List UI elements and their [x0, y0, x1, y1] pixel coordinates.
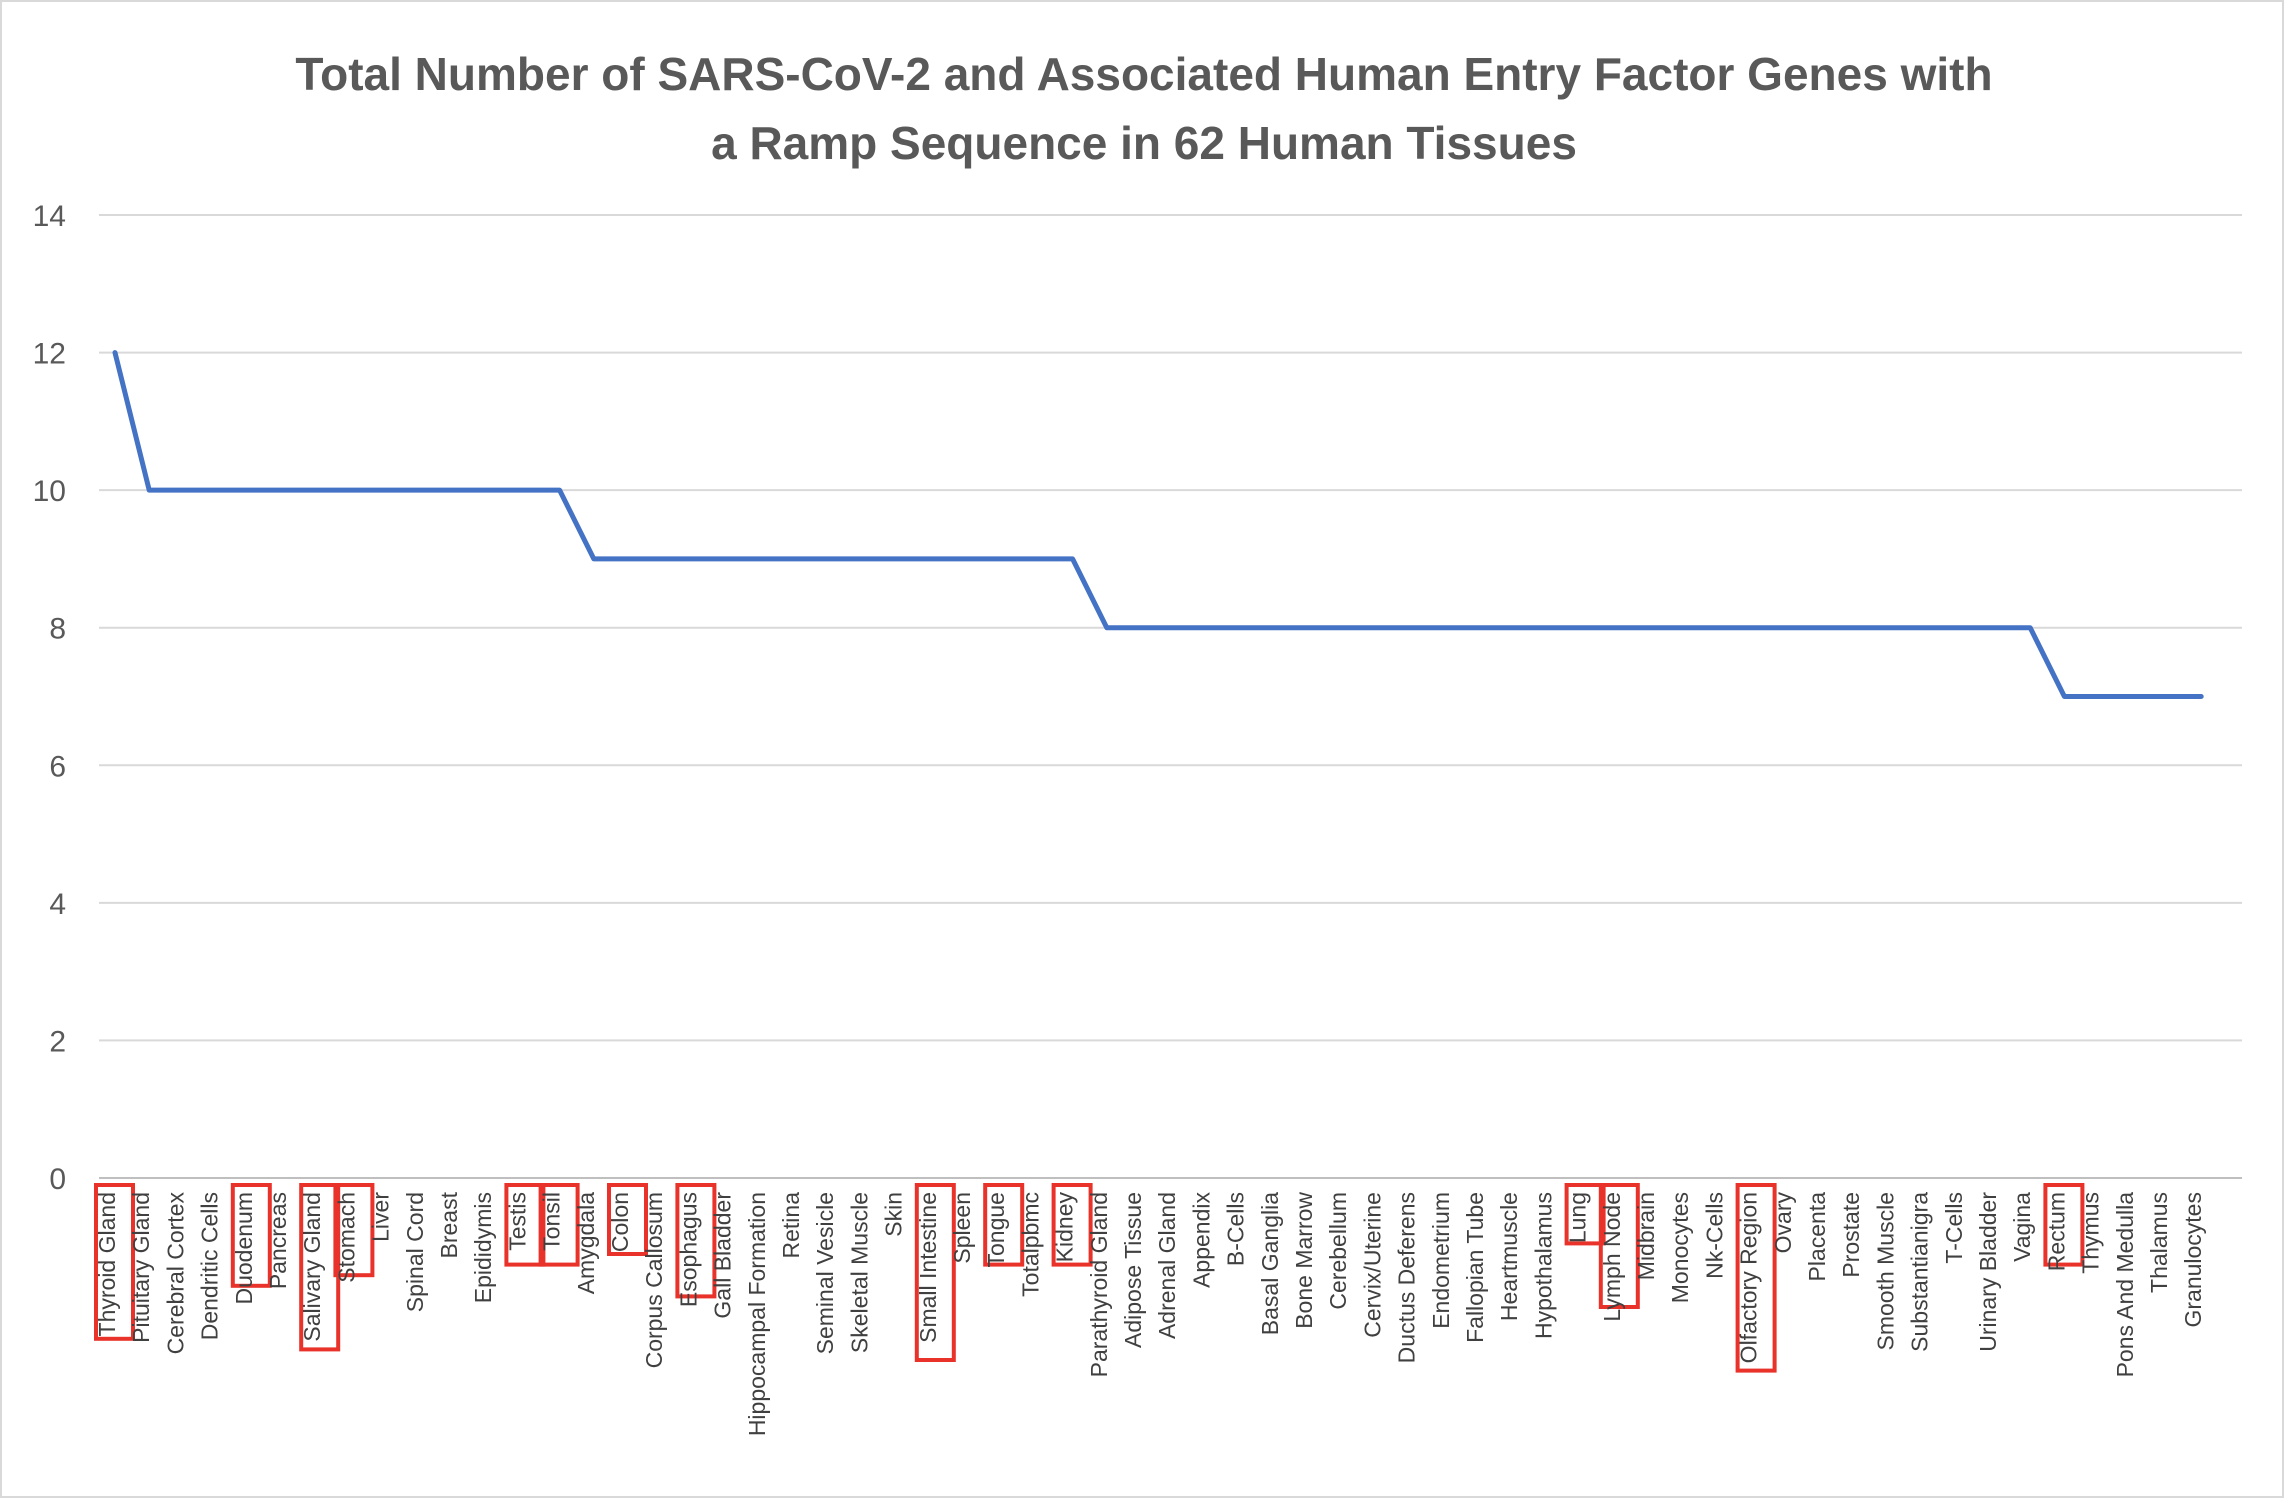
x-tick-label: Substantianigra	[1907, 1192, 1933, 1352]
y-tick-label: 12	[33, 338, 66, 371]
x-tick-label: Adrenal Gland	[1154, 1192, 1180, 1339]
highlight-box	[538, 1183, 580, 1267]
highlight-box	[1564, 1183, 1606, 1246]
y-tick-label: 14	[33, 200, 66, 233]
highlight-box	[94, 1183, 135, 1341]
x-tick-label: Thymus	[2078, 1192, 2104, 1274]
x-tick-label: Salivary Gland	[299, 1192, 325, 1342]
x-tick-label: Stomach	[333, 1192, 359, 1283]
x-tick-label: Testis	[504, 1192, 530, 1251]
x-tick-label: Esophagus	[675, 1192, 701, 1307]
x-tick-label: Dendritic Cells	[197, 1192, 223, 1340]
highlight-box	[1051, 1183, 1093, 1267]
x-tick-label: Placenta	[1804, 1192, 1830, 1282]
x-tick-label: Nk-Cells	[1701, 1192, 1727, 1279]
gridlines	[99, 214, 2242, 1179]
series-line	[112, 350, 2204, 699]
x-tick-label: Olfactory Region	[1736, 1192, 1762, 1363]
highlight-box	[504, 1183, 546, 1267]
x-tick-label: Cervix/Uterine	[1359, 1192, 1385, 1338]
x-tick-label: Hypothalamus	[1530, 1192, 1556, 1339]
x-tick-label: Colon	[607, 1192, 633, 1252]
x-axis-ticks: Thyroid Gland Pituitary Gland Cerebral Cor…	[94, 1191, 2206, 1436]
x-tick-label: Breast	[436, 1191, 462, 1258]
x-tick-label: Spleen	[949, 1192, 975, 1264]
x-tick-label: Fallopian Tube	[1462, 1192, 1488, 1343]
x-tick-label: B-Cells	[1223, 1192, 1249, 1266]
x-tick-label: Urinary Bladder	[1975, 1192, 2001, 1352]
chart-title-line-2: a Ramp Sequence in 62 Human Tissues	[711, 117, 1577, 169]
x-tick-label: T-Cells	[1941, 1192, 1967, 1264]
x-tick-label: Endometrium	[1428, 1192, 1454, 1329]
x-tick-label: Prostate	[1838, 1192, 1864, 1278]
x-tick-label: Adipose Tissue	[1120, 1192, 1146, 1348]
y-tick-label: 6	[49, 750, 66, 783]
x-tick-label: Thyroid Gland	[94, 1192, 120, 1336]
x-tick-label: Seminal Vesicle	[812, 1192, 838, 1354]
x-tick-label: Lung	[1565, 1192, 1591, 1243]
x-tick-label: Cerebral Cortex	[162, 1192, 188, 1355]
y-axis-ticks: 0 2 4 6 8 10 12 14	[33, 200, 66, 1196]
x-tick-label: Tonsil	[539, 1192, 565, 1251]
chart-title-line-1: Total Number of SARS-CoV-2 and Associate…	[295, 48, 1992, 100]
x-tick-label: Liver	[368, 1192, 394, 1242]
x-tick-label: Retina	[778, 1192, 804, 1259]
x-tick-label: Rectum	[2043, 1192, 2069, 1271]
highlight-box	[1735, 1183, 1777, 1373]
x-tick-label: Epididymis	[470, 1192, 496, 1303]
x-tick-label: Amygdala	[573, 1192, 599, 1294]
series-lines	[112, 350, 2204, 699]
x-tick-label: Appendix	[1188, 1192, 1214, 1288]
x-tick-label: Midbrain	[1633, 1192, 1659, 1280]
highlight-box	[299, 1183, 341, 1352]
x-tick-label: Skin	[881, 1192, 907, 1237]
x-tick-label: Small Intestine	[915, 1192, 941, 1343]
x-tick-label: Granulocytes	[2180, 1192, 2206, 1328]
x-tick-label: Pons And Medulla	[2112, 1192, 2138, 1378]
highlight-box	[675, 1183, 717, 1299]
x-tick-label: Ovary	[1770, 1192, 1796, 1254]
x-tick-label: Smooth Muscle	[1872, 1192, 1898, 1351]
x-tick-label: Heartmuscle	[1496, 1192, 1522, 1321]
x-tick-label: Bone Marrow	[1291, 1192, 1317, 1329]
x-tick-label: Parathyroid Gland	[1086, 1192, 1112, 1377]
highlight-box	[607, 1183, 648, 1256]
highlight-box	[2043, 1183, 2085, 1267]
highlight-box	[914, 1183, 956, 1362]
x-tick-label: Totalpbmc	[1017, 1192, 1043, 1297]
x-tick-label: Kidney	[1052, 1192, 1078, 1263]
y-tick-label: 8	[49, 613, 66, 646]
x-tick-label: Ductus Deferens	[1394, 1192, 1420, 1363]
x-tick-label: Thalamus	[2146, 1192, 2172, 1293]
y-tick-label: 10	[33, 475, 66, 508]
x-tick-label: Cerebellum	[1325, 1192, 1351, 1310]
highlight-box	[333, 1183, 375, 1278]
x-tick-label: Duodenum	[231, 1192, 257, 1305]
x-tick-label: Basal Ganglia	[1257, 1192, 1283, 1335]
highlight-box	[983, 1183, 1025, 1267]
x-tick-label: Gall Bladder	[710, 1192, 736, 1319]
x-tick-label: Pancreas	[265, 1192, 291, 1289]
highlight-boxes	[94, 1183, 2085, 1373]
x-tick-label: Lymph Node	[1599, 1192, 1625, 1322]
y-tick-label: 0	[49, 1163, 66, 1196]
x-tick-label: Hippocampal Formation	[744, 1192, 770, 1436]
highlight-box	[1598, 1183, 1640, 1309]
x-tick-label: Spinal Cord	[402, 1192, 428, 1312]
y-tick-label: 4	[49, 888, 66, 921]
highlight-box	[230, 1183, 272, 1288]
x-tick-label: Monocytes	[1667, 1192, 1693, 1303]
x-tick-label: Tongue	[983, 1192, 1009, 1267]
y-tick-label: 2	[49, 1025, 66, 1058]
x-tick-label: Corpus Callosum	[641, 1192, 667, 1368]
x-tick-label: Skeletal Muscle	[846, 1192, 872, 1353]
x-tick-label: Vagina	[2009, 1192, 2035, 1262]
x-tick-label: Pituitary Gland	[128, 1192, 154, 1343]
